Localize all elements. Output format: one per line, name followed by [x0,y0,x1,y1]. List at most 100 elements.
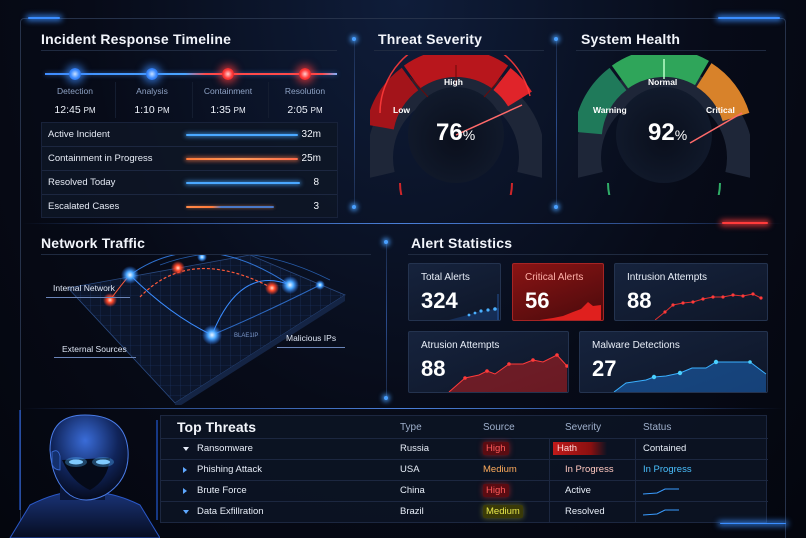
frame-glow-right [718,17,780,19]
column-divider [386,240,387,400]
title-rule [41,50,337,51]
column-header-type[interactable]: Type [400,422,422,433]
expand-arrow-icon[interactable] [183,467,187,473]
card-total-alerts[interactable]: Total Alerts 324 [408,263,501,321]
zone-label-warning: Warning [593,105,627,115]
threat-name: Phishing Attack [197,464,262,475]
divider-node [554,205,558,209]
card-critical-alerts[interactable]: Critical Alerts 56 [512,263,604,321]
card-value: 56 [525,288,550,313]
system-health-gauge: Warning Normal Critical 92% [578,55,750,195]
stat-value: 3 [313,201,319,212]
stat-bar [186,182,300,184]
step-time: 1:10 [134,104,155,116]
timeline-track [45,73,337,75]
column-header-source[interactable]: Source [483,422,515,433]
label-malicious-ips: Malicious IPs [286,333,337,343]
stat-value: 32m [301,129,321,140]
expand-arrow-icon[interactable] [183,488,187,494]
column-header-severity[interactable]: Severity [565,422,602,433]
gauge-number: 92 [648,119,675,146]
sparkline-red-area [448,353,568,392]
threat-type: USA [400,464,420,475]
threat-type: Russia [400,443,430,454]
stat-name: Active Incident [48,129,110,140]
timeline-node-containment[interactable] [222,68,234,80]
top-threats-table: Top Threats Type Source Severity Status … [160,415,768,523]
timeline-divider [192,82,193,118]
section-divider [22,408,784,409]
label-underline [46,297,130,298]
timeline-node-resolution[interactable] [299,68,311,80]
label-external-sources: External Sources [62,344,127,354]
timeline-node-detection[interactable] [69,68,81,80]
table-title: Top Threats [177,419,257,435]
zone-label-critical: Critical [706,105,735,115]
severity-text: Resolved [565,506,605,517]
step-time: 12:45 [54,104,81,116]
step-ampm: PM [157,106,170,115]
timeline-step: Resolution 2:05 PM [267,86,343,116]
panel-title: Network Traffic [41,235,146,251]
timeline-step: Detection 12:45 PM [37,86,113,116]
table-row[interactable]: Ransomware Russia High Hath Contained [161,438,768,459]
zone-label-high: High [444,77,463,87]
card-value: 324 [421,288,458,313]
table-row[interactable]: Phishing Attack USA Medium In Progress I… [161,459,768,480]
step-ampm: PM [83,106,96,115]
timeline-step: Analysis 1:10 PM [114,86,190,116]
stat-name: Resolved Today [48,177,116,188]
column-header-status[interactable]: Status [643,422,672,433]
divider-node [384,240,388,244]
step-ampm: PM [310,106,323,115]
timeline-divider [115,82,116,118]
threat-severity-gauge: Low High 76% [370,55,542,195]
stat-row[interactable]: Resolved Today 8 [42,171,337,195]
divider-glow-red [722,222,768,224]
severity-text: In Progress [565,464,614,475]
stat-name: Escalated Cases [48,201,120,212]
column-divider [354,38,355,208]
timeline-step: Containment 1:35 PM [190,86,266,116]
stat-bar [186,134,298,136]
step-time: 2:05 [287,104,308,116]
status-text: Contained [643,443,687,454]
threat-name: Data Exfillration [197,506,264,517]
stat-row[interactable]: Containment in Progress 25m [42,147,337,171]
stat-row[interactable]: Escalated Cases 3 [42,195,337,219]
title-rule [374,50,544,51]
threat-type: Brazil [400,506,424,517]
divider-node [352,37,356,41]
collapse-arrow-icon[interactable] [183,447,189,451]
card-atrusion-attempts[interactable]: Atrusion Attempts 88 [408,331,569,393]
card-label: Malware Detections [592,340,680,351]
sparkline-red [539,302,601,320]
card-label: Total Alerts [421,272,470,283]
timeline-node-analysis[interactable] [146,68,158,80]
zone-label-low: Low [393,105,410,115]
card-intrusion-attempts[interactable]: Intrusion Attempts 88 [614,263,768,321]
table-row[interactable]: Brute Force China High Active [161,480,768,501]
severity-text: Active [565,485,591,496]
step-time: 1:35 [210,104,231,116]
card-value: 88 [421,356,446,381]
source-badge: Medium [483,464,517,475]
card-label: Intrusion Attempts [627,272,708,283]
panel-title: Threat Severity [378,31,483,47]
title-rule [408,254,768,255]
stat-name: Containment in Progress [48,153,153,164]
stat-value: 25m [301,153,321,164]
sparkline-blue-area [613,359,767,392]
gauge-value: 76% [436,119,475,147]
step-label: Analysis [136,86,168,96]
table-row[interactable]: Data Exfillration Brazil Medium Resolved [161,501,768,522]
step-label: Containment [203,86,253,96]
network-map[interactable]: Internal Network External Sources BLAE1I… [40,251,385,409]
source-badge: High [483,442,509,455]
panel-title: Incident Response Timeline [41,31,232,47]
status-text: In Progress [643,464,692,475]
card-malware-detections[interactable]: Malware Detections 27 [579,331,768,393]
sparkline-red-line [655,292,763,320]
stat-row[interactable]: Active Incident 32m [42,123,337,147]
collapse-arrow-icon[interactable] [183,510,189,514]
